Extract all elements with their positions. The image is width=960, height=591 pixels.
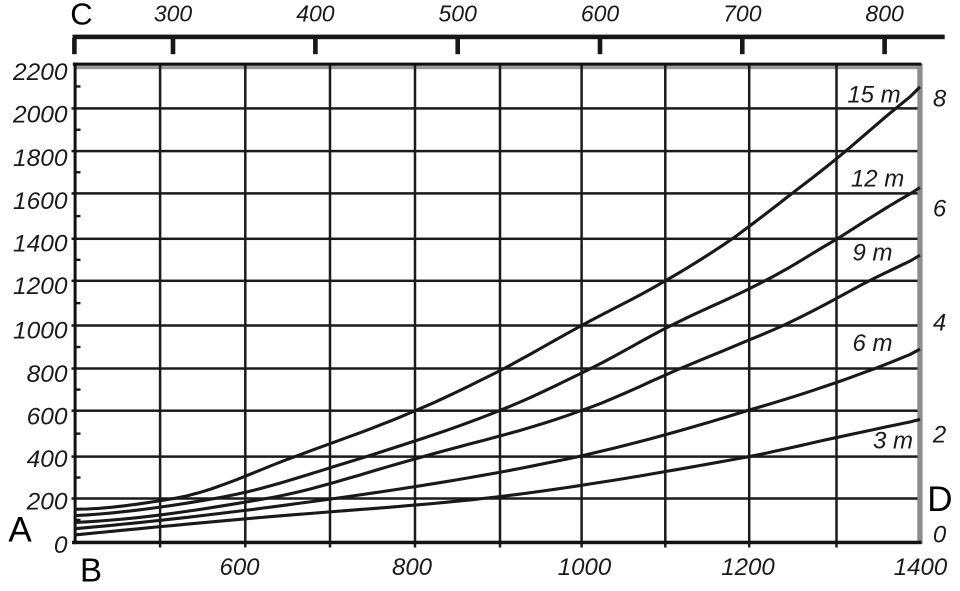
svg-text:6: 6: [933, 196, 947, 223]
svg-text:3 m: 3 m: [873, 428, 913, 455]
svg-text:1800: 1800: [13, 145, 68, 172]
svg-text:D: D: [927, 480, 952, 519]
svg-text:1200: 1200: [721, 554, 775, 581]
svg-text:0: 0: [54, 532, 68, 559]
svg-text:2000: 2000: [12, 101, 68, 128]
svg-text:1600: 1600: [13, 188, 68, 215]
svg-text:A: A: [8, 511, 32, 550]
svg-text:6 m: 6 m: [852, 330, 892, 357]
svg-text:600: 600: [27, 403, 68, 430]
svg-text:8: 8: [933, 86, 947, 113]
svg-text:300: 300: [154, 1, 193, 27]
svg-text:600: 600: [219, 554, 260, 581]
svg-text:200: 200: [26, 488, 68, 515]
svg-text:2: 2: [932, 422, 946, 449]
svg-text:700: 700: [723, 1, 762, 27]
svg-text:0: 0: [933, 521, 947, 548]
svg-text:12 m: 12 m: [851, 165, 904, 192]
svg-text:600: 600: [581, 1, 620, 27]
svg-text:9 m: 9 m: [852, 240, 892, 267]
svg-text:1200: 1200: [13, 273, 68, 300]
svg-text:B: B: [80, 551, 102, 588]
svg-text:1400: 1400: [13, 231, 68, 258]
svg-text:800: 800: [865, 1, 904, 27]
svg-text:1000: 1000: [558, 554, 612, 581]
svg-text:4: 4: [933, 310, 946, 337]
svg-text:400: 400: [296, 1, 335, 27]
svg-text:500: 500: [439, 1, 478, 27]
svg-text:15 m: 15 m: [847, 82, 900, 109]
svg-text:800: 800: [27, 361, 68, 388]
svg-text:1000: 1000: [13, 317, 68, 344]
svg-text:C: C: [70, 0, 92, 32]
svg-text:400: 400: [27, 446, 68, 473]
svg-text:800: 800: [392, 554, 433, 581]
svg-text:2200: 2200: [12, 59, 68, 86]
svg-text:1400: 1400: [894, 554, 948, 581]
